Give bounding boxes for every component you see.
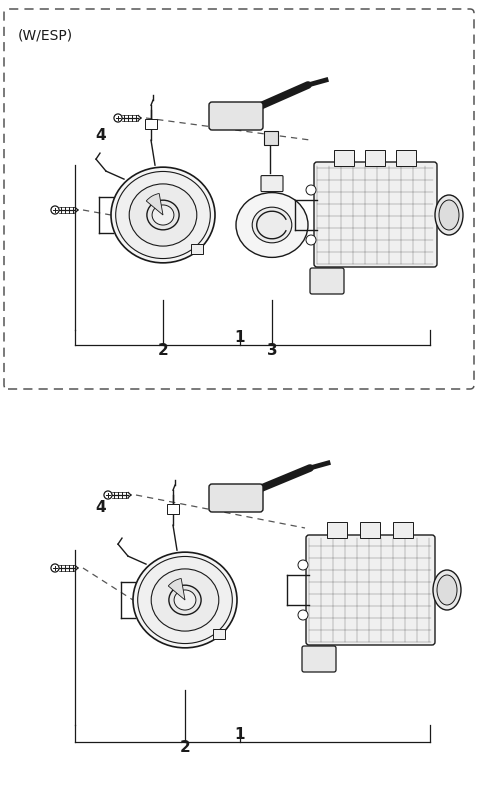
Ellipse shape bbox=[147, 200, 179, 230]
Bar bbox=[365, 150, 385, 166]
Ellipse shape bbox=[435, 195, 463, 235]
Ellipse shape bbox=[174, 590, 196, 610]
FancyBboxPatch shape bbox=[209, 102, 263, 130]
Ellipse shape bbox=[116, 172, 210, 259]
Bar bbox=[264, 130, 278, 145]
Bar bbox=[167, 504, 179, 515]
Bar bbox=[393, 522, 413, 538]
Ellipse shape bbox=[169, 585, 201, 615]
Text: 1: 1 bbox=[235, 727, 245, 742]
Ellipse shape bbox=[152, 205, 174, 225]
FancyBboxPatch shape bbox=[261, 176, 283, 192]
Bar bbox=[334, 150, 354, 166]
Circle shape bbox=[298, 610, 308, 620]
Bar bbox=[191, 244, 203, 255]
FancyBboxPatch shape bbox=[310, 268, 344, 294]
Ellipse shape bbox=[138, 557, 232, 643]
Bar bbox=[213, 629, 225, 639]
FancyBboxPatch shape bbox=[306, 535, 435, 645]
Text: 1: 1 bbox=[235, 330, 245, 345]
Circle shape bbox=[51, 206, 59, 214]
FancyBboxPatch shape bbox=[302, 646, 336, 672]
Circle shape bbox=[104, 491, 112, 499]
Text: 3: 3 bbox=[267, 343, 277, 358]
Text: (W/ESP): (W/ESP) bbox=[18, 28, 73, 42]
Circle shape bbox=[306, 185, 316, 195]
Bar bbox=[360, 522, 380, 538]
Ellipse shape bbox=[252, 207, 292, 243]
Text: 4: 4 bbox=[95, 128, 106, 142]
Wedge shape bbox=[146, 193, 163, 215]
Ellipse shape bbox=[111, 167, 215, 263]
FancyBboxPatch shape bbox=[314, 162, 437, 267]
FancyBboxPatch shape bbox=[209, 484, 263, 512]
Ellipse shape bbox=[151, 569, 219, 631]
Text: 4: 4 bbox=[95, 501, 106, 515]
Circle shape bbox=[298, 560, 308, 570]
Circle shape bbox=[51, 564, 59, 572]
Bar bbox=[145, 119, 157, 129]
Ellipse shape bbox=[439, 200, 459, 230]
Wedge shape bbox=[168, 578, 185, 600]
Ellipse shape bbox=[133, 553, 237, 648]
Ellipse shape bbox=[236, 193, 308, 257]
Text: 2: 2 bbox=[157, 343, 168, 358]
Circle shape bbox=[306, 235, 316, 245]
Ellipse shape bbox=[129, 184, 197, 246]
Circle shape bbox=[114, 114, 122, 122]
Text: 2: 2 bbox=[180, 740, 191, 755]
Ellipse shape bbox=[433, 570, 461, 610]
Bar bbox=[396, 150, 416, 166]
Ellipse shape bbox=[437, 575, 457, 605]
Bar bbox=[327, 522, 347, 538]
